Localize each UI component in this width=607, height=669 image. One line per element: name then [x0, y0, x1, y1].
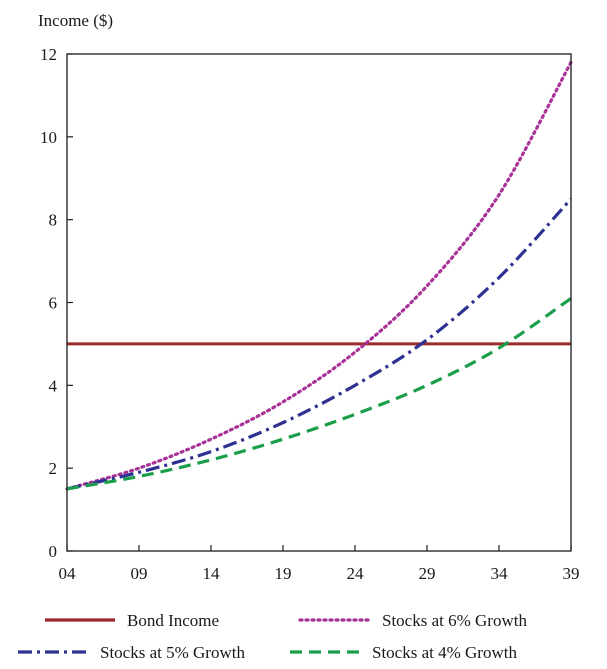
legend-label: Stocks at 5% Growth: [100, 643, 245, 662]
x-tick-label: 34: [491, 564, 509, 583]
legend-label: Bond Income: [127, 611, 219, 630]
y-tick-label: 10: [40, 128, 57, 147]
x-tick-label: 39: [563, 564, 580, 583]
x-tick-label: 19: [275, 564, 292, 583]
x-tick-label: 29: [419, 564, 436, 583]
y-tick-label: 6: [49, 294, 58, 313]
legend: Bond Income Stocks at 6% Growth Stocks at …: [18, 611, 527, 662]
series-line-stocks-at-5-growth: [66, 197, 573, 491]
legend-label: Stocks at 4% Growth: [372, 643, 517, 662]
series-line-stocks-at-6-growth: [65, 60, 573, 491]
x-tick-label: 09: [131, 564, 148, 583]
legend-label: Stocks at 6% Growth: [382, 611, 527, 630]
x-tick-label: 24: [347, 564, 365, 583]
legend-item-stocks-at-6-growth: Stocks at 6% Growth: [298, 611, 527, 630]
legend-item-bond-income: Bond Income: [45, 611, 219, 630]
legend-item-stocks-at-5-growth: Stocks at 5% Growth: [18, 643, 245, 662]
y-tick-label: 2: [49, 459, 58, 478]
y-axis-label: Income ($): [38, 11, 113, 30]
y-tick-label: 4: [49, 376, 58, 395]
y-tick-label: 8: [49, 211, 58, 230]
x-tick-label: 04: [59, 564, 77, 583]
series-line-stocks-at-4-growth: [66, 297, 572, 491]
plot-lines: [65, 60, 573, 491]
y-tick-label: 12: [40, 45, 57, 64]
legend-item-stocks-at-4-growth: Stocks at 4% Growth: [290, 643, 517, 662]
x-tick-label: 14: [203, 564, 221, 583]
y-tick-label: 0: [49, 542, 58, 561]
